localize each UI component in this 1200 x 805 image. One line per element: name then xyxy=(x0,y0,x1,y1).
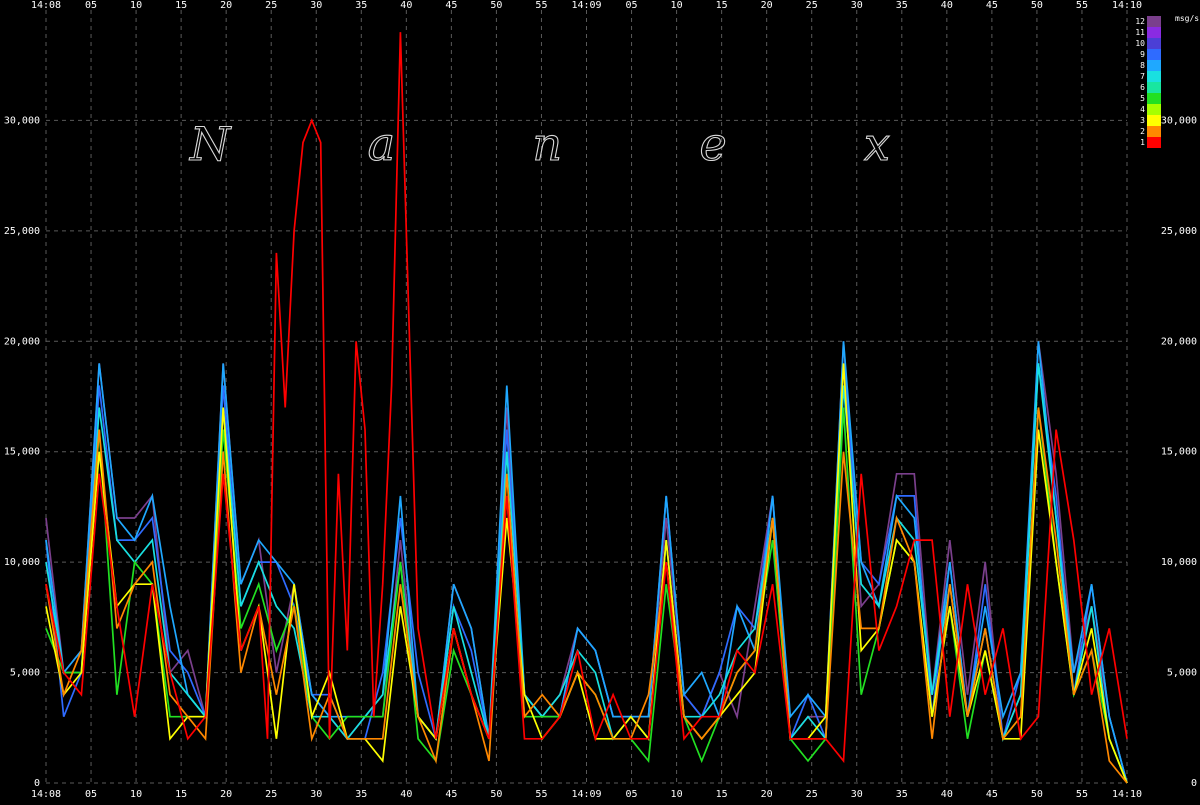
x-tick-label-bottom: 05 xyxy=(85,789,97,800)
x-tick-label-top: 10 xyxy=(671,0,683,11)
x-tick-label-bottom: 20 xyxy=(220,789,232,800)
x-tick-label-top: 55 xyxy=(1076,0,1088,11)
x-tick-label-top: 30 xyxy=(310,0,322,11)
y-unit-label: msg/s xyxy=(1175,14,1199,23)
legend-swatch xyxy=(1147,137,1161,148)
y-tick-label-left: 10,000 xyxy=(4,557,40,568)
y-tick-label-right: 15,000 xyxy=(1161,447,1197,458)
legend-swatch xyxy=(1147,104,1161,115)
x-tick-label-top: 55 xyxy=(535,0,547,11)
x-tick-label-top: 20 xyxy=(761,0,773,11)
legend-label: 3 xyxy=(1140,116,1145,125)
y-tick-label-right: 0 xyxy=(1191,778,1197,789)
x-tick-label-bottom: 50 xyxy=(1031,789,1043,800)
legend-swatch xyxy=(1147,49,1161,60)
legend-label: 6 xyxy=(1140,83,1145,92)
x-tick-label-top: 30 xyxy=(851,0,863,11)
legend-swatch xyxy=(1147,82,1161,93)
legend-label: 1 xyxy=(1140,138,1145,147)
legend-label: 4 xyxy=(1140,105,1145,114)
x-tick-label-bottom: 25 xyxy=(265,789,277,800)
x-tick-label-top: 40 xyxy=(941,0,953,11)
x-tick-label-bottom: 40 xyxy=(400,789,412,800)
x-tick-label-top: 20 xyxy=(220,0,232,11)
x-tick-label-top: 35 xyxy=(355,0,367,11)
series-line xyxy=(45,32,1128,764)
x-tick-label-top: 05 xyxy=(626,0,638,11)
y-tick-label-right: 5,000 xyxy=(1167,668,1197,679)
y-tick-label-right: 25,000 xyxy=(1161,226,1197,237)
x-tick-label-bottom: 55 xyxy=(1076,789,1088,800)
x-tick-label-bottom: 25 xyxy=(806,789,818,800)
x-tick-label-top: 14:10 xyxy=(1112,0,1142,11)
legend-swatch xyxy=(1147,71,1161,82)
y-tick-label-right: 30,000 xyxy=(1161,115,1197,126)
y-tick-label-left: 5,000 xyxy=(10,668,40,679)
x-tick-label-bottom: 40 xyxy=(941,789,953,800)
x-tick-label-top: 45 xyxy=(445,0,457,11)
x-tick-label-top: 10 xyxy=(130,0,142,11)
x-tick-label-bottom: 45 xyxy=(445,789,457,800)
legend-label: 2 xyxy=(1140,127,1145,136)
x-tick-label-top: 14:08 xyxy=(31,0,61,11)
x-tick-label-bottom: 35 xyxy=(896,789,908,800)
x-tick-label-bottom: 10 xyxy=(130,789,142,800)
legend-swatch xyxy=(1147,126,1161,137)
legend-label: 12 xyxy=(1135,17,1145,26)
y-tick-label-right: 10,000 xyxy=(1161,557,1197,568)
x-tick-label-bottom: 14:08 xyxy=(31,789,61,800)
x-tick-label-top: 15 xyxy=(175,0,187,11)
x-tick-label-top: 40 xyxy=(400,0,412,11)
x-tick-label-top: 15 xyxy=(716,0,728,11)
legend-label: 10 xyxy=(1135,39,1145,48)
legend-swatch xyxy=(1147,60,1161,71)
legend-swatch xyxy=(1147,93,1161,104)
x-tick-label-bottom: 55 xyxy=(535,789,547,800)
legend-swatch xyxy=(1147,38,1161,49)
legend: msg/s 12 11 10 9 8 7 6 5 4 3 2 1 xyxy=(1135,14,1199,148)
y-tick-label-left: 15,000 xyxy=(4,447,40,458)
x-tick-label-bottom: 30 xyxy=(851,789,863,800)
y-tick-label-right: 20,000 xyxy=(1161,336,1197,347)
y-tick-label-left: 25,000 xyxy=(4,226,40,237)
x-tick-label-bottom: 15 xyxy=(175,789,187,800)
series-group xyxy=(45,32,1128,784)
x-tick-label-bottom: 05 xyxy=(626,789,638,800)
x-tick-label-bottom: 20 xyxy=(761,789,773,800)
legend-swatch xyxy=(1147,115,1161,126)
grid xyxy=(45,10,1128,784)
x-tick-label-bottom: 14:09 xyxy=(571,789,601,800)
axes: 14:08 05 10 15 20 25 30 35 40 45 50 55 14:09 05 10 15 20… xyxy=(4,0,1197,800)
legend-label: 9 xyxy=(1140,50,1145,59)
x-tick-label-top: 45 xyxy=(986,0,998,11)
series-line xyxy=(45,341,1128,784)
x-tick-label-bottom: 30 xyxy=(310,789,322,800)
legend-swatch xyxy=(1147,16,1161,27)
x-tick-label-top: 50 xyxy=(1031,0,1043,11)
x-tick-label-bottom: 14:10 xyxy=(1112,789,1142,800)
x-tick-label-top: 14:09 xyxy=(571,0,601,11)
x-tick-label-bottom: 50 xyxy=(490,789,502,800)
x-tick-label-top: 25 xyxy=(806,0,818,11)
x-tick-label-top: 35 xyxy=(896,0,908,11)
x-tick-label-top: 25 xyxy=(265,0,277,11)
legend-swatch xyxy=(1147,27,1161,38)
x-tick-label-top: 05 xyxy=(85,0,97,11)
x-tick-label-bottom: 35 xyxy=(355,789,367,800)
x-tick-label-bottom: 45 xyxy=(986,789,998,800)
legend-label: 8 xyxy=(1140,61,1145,70)
x-tick-label-bottom: 10 xyxy=(671,789,683,800)
y-tick-label-left: 0 xyxy=(34,778,40,789)
series-line xyxy=(45,363,1128,784)
x-tick-label-top: 50 xyxy=(490,0,502,11)
legend-label: 5 xyxy=(1140,94,1145,103)
x-tick-label-bottom: 15 xyxy=(716,789,728,800)
y-tick-label-left: 20,000 xyxy=(4,336,40,347)
legend-label: 7 xyxy=(1140,72,1145,81)
y-tick-label-left: 30,000 xyxy=(4,115,40,126)
series-line xyxy=(45,407,1128,784)
legend-label: 11 xyxy=(1135,28,1145,37)
